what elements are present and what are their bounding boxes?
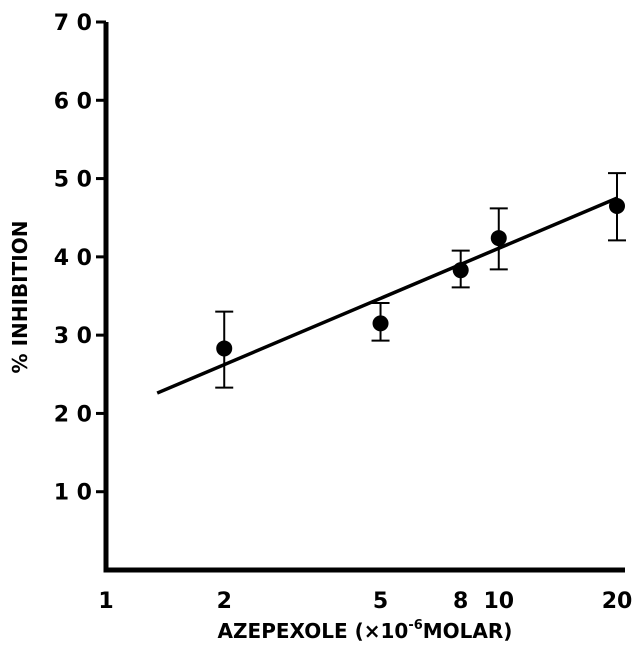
regression-line xyxy=(156,196,618,395)
x-axis-ticks: 1 2 5 8 10 20 xyxy=(98,589,632,614)
x-tick-label: 2 xyxy=(217,589,232,614)
x-tick-label: 5 xyxy=(373,589,388,614)
x-tick-label: 10 xyxy=(483,589,514,614)
y-tick-label: 6 0 xyxy=(54,89,92,114)
y-tick-label: 7 0 xyxy=(54,11,92,36)
data-points xyxy=(216,197,625,357)
x-tick-label: 8 xyxy=(453,589,468,614)
y-tick-label: 5 0 xyxy=(54,168,92,193)
y-tick-label: 4 0 xyxy=(54,246,92,271)
data-point xyxy=(372,315,389,332)
data-point xyxy=(216,340,233,357)
y-axis-label: % INHIBITION xyxy=(8,221,32,374)
regression-line-group xyxy=(156,196,618,395)
data-point xyxy=(490,230,507,247)
x-tick-label: 1 xyxy=(98,589,113,614)
axes xyxy=(103,22,625,573)
x-tick-label: 20 xyxy=(602,589,633,614)
y-tick-label: 3 0 xyxy=(54,324,92,349)
y-axis-ticks: 1 0 2 0 3 0 4 0 5 0 6 0 7 0 xyxy=(54,11,106,506)
data-point xyxy=(609,197,625,214)
y-tick-label: 2 0 xyxy=(54,402,92,427)
data-point xyxy=(452,262,469,279)
x-axis-label: AZEPEXOLE (×10-6MOLAR) xyxy=(218,618,513,643)
y-tick-label: 1 0 xyxy=(54,481,92,506)
